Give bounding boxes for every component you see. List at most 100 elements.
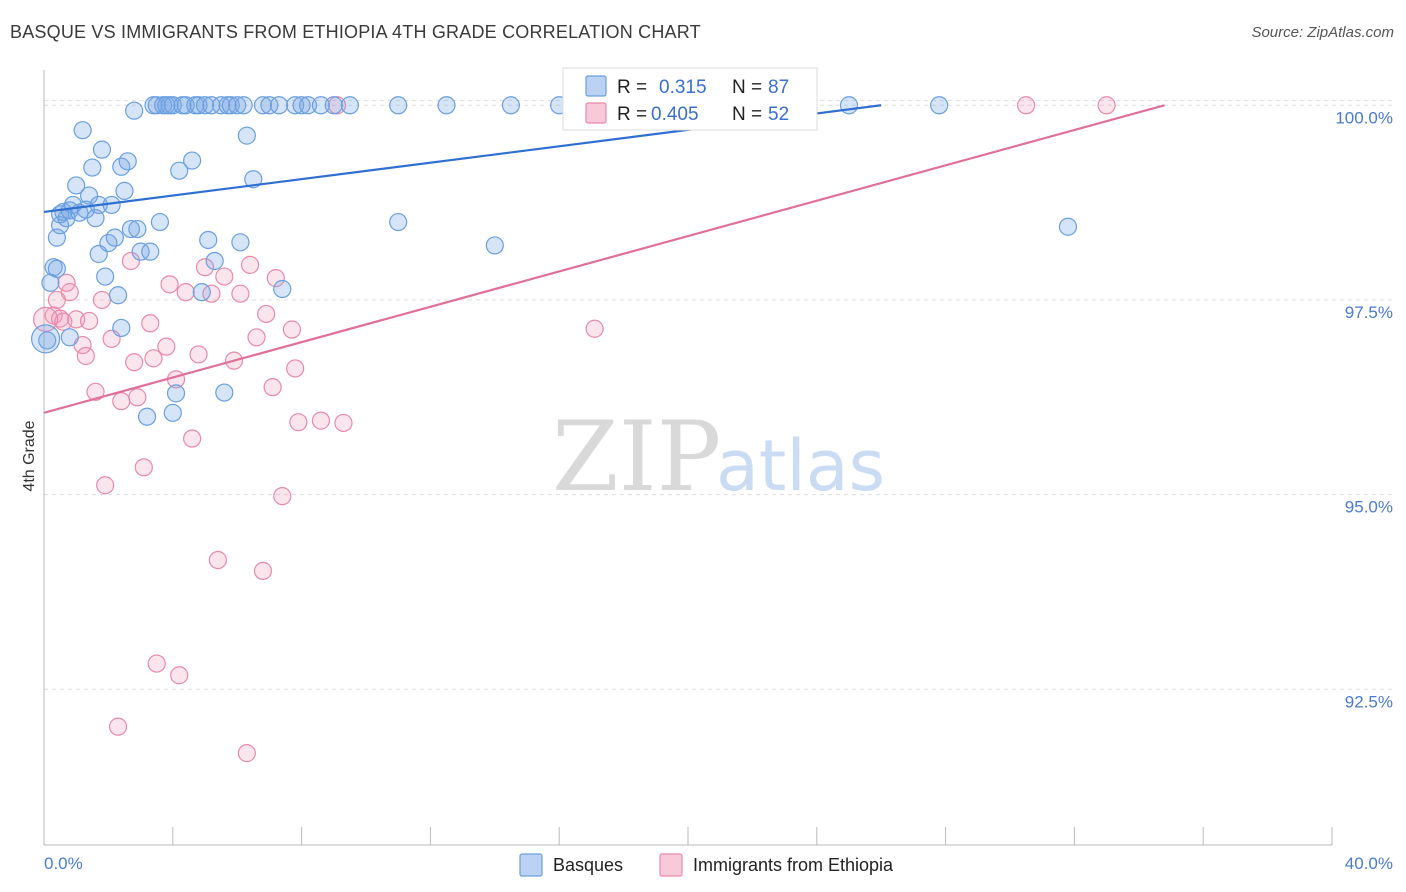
- x-tick-label-max: 40.0%: [1345, 854, 1393, 873]
- basques-point: [389, 96, 408, 115]
- ethiopia-point: [50, 309, 70, 328]
- ethiopia-point: [76, 346, 95, 366]
- basques-point: [60, 328, 79, 347]
- ethiopia-point: [144, 349, 163, 368]
- bottom-legend-label-ethiopia: Immigrants from Ethiopia: [693, 855, 894, 875]
- basques-point: [183, 151, 202, 170]
- basques-point: [1058, 217, 1078, 236]
- basques-point: [170, 161, 189, 180]
- ethiopia-point-large: [33, 306, 59, 332]
- ethiopia-point: [134, 458, 153, 477]
- x-tick-label-min: 0.0%: [44, 854, 83, 873]
- legend-r-value-basques: 0.315: [659, 77, 707, 98]
- basques-point: [205, 251, 224, 271]
- ethiopia-point: [121, 251, 141, 271]
- ethiopia-point: [195, 258, 215, 277]
- grid-lines: [44, 99, 1392, 690]
- basques-point: [141, 242, 160, 261]
- legend-n-value-ethiopia: 52: [768, 104, 789, 125]
- basques-point: [147, 96, 166, 115]
- ethiopia-point: [266, 269, 285, 288]
- ethiopia-point: [141, 314, 160, 333]
- legend-r-value-ethiopia: 0.405: [651, 104, 699, 125]
- ethiopia-point: [215, 267, 234, 286]
- chart-title: BASQUE VS IMMIGRANTS FROM ETHIOPIA 4TH G…: [10, 22, 701, 42]
- basques-point: [253, 96, 273, 115]
- basques-point: [202, 96, 221, 115]
- ethiopia-point: [125, 353, 144, 372]
- basques-point: [128, 219, 147, 239]
- bottom-legend-swatch-ethiopia: [659, 853, 683, 877]
- legend-n-label-ethiopia: N =: [732, 104, 762, 125]
- watermark-atlas: atlas: [716, 425, 885, 507]
- legend-n-label-basques: N =: [732, 77, 762, 98]
- basques-point: [121, 219, 141, 239]
- ethiopia-point: [160, 275, 179, 294]
- basques-point: [311, 96, 331, 115]
- basques-point: [163, 403, 182, 422]
- basques-point: [150, 212, 170, 232]
- y-axis-tick-labels: 92.5% 95.0% 97.5% 100.0%: [1335, 108, 1393, 711]
- basques-point: [324, 96, 343, 115]
- basques-point: [389, 212, 408, 232]
- legend-swatch-ethiopia: [585, 102, 607, 124]
- basques-point: [437, 96, 456, 115]
- basques-point: [192, 283, 211, 302]
- source-label: Source: ZipAtlas.com: [1251, 24, 1394, 41]
- basques-point: [83, 158, 102, 177]
- basques-point: [234, 96, 253, 115]
- ethiopia-point: [247, 328, 266, 347]
- basques-point: [166, 384, 186, 403]
- bottom-legend-label-basques: Basques: [553, 855, 623, 875]
- basques-point: [137, 407, 157, 426]
- ethiopia-point: [170, 666, 189, 685]
- basques-point: [298, 96, 318, 115]
- legend-r-label-ethiopia: R =: [617, 104, 647, 125]
- basques-point: [115, 181, 134, 201]
- basques-point: [237, 126, 256, 145]
- y-tick-label: 92.5%: [1345, 692, 1393, 711]
- ethiopia-point: [240, 255, 260, 274]
- ethiopia-point: [1097, 96, 1116, 115]
- basques-point: [73, 121, 92, 140]
- ethiopia-point: [311, 411, 331, 430]
- basques-point: [212, 96, 231, 115]
- basques-point: [501, 96, 520, 115]
- correlation-legend: R = 0.315 N = 87 R = 0.405 N = 52: [562, 67, 818, 131]
- basques-point: [47, 259, 66, 278]
- ethiopia-point: [263, 378, 282, 397]
- basques-point: [273, 279, 292, 299]
- basques-point: [176, 96, 195, 115]
- basques-point: [96, 267, 115, 286]
- ethiopia-point: [334, 413, 353, 433]
- ethiopia-point: [57, 273, 76, 292]
- basques-point: [340, 96, 359, 115]
- series-legend: Basques Immigrants from Ethiopia: [519, 853, 894, 877]
- ethiopia-point: [176, 283, 195, 302]
- ethiopia-trend-line: [43, 104, 1165, 414]
- ethiopia-point: [189, 345, 208, 364]
- ethiopia-point: [96, 476, 115, 495]
- basques-point: [221, 96, 240, 115]
- basques-point: [108, 286, 128, 305]
- ethiopia-point: [92, 290, 112, 310]
- basques-point: [485, 236, 504, 255]
- ethiopia-point: [286, 359, 305, 378]
- basques-point: [244, 170, 263, 189]
- basques-point: [125, 101, 144, 120]
- basques-point: [269, 96, 289, 115]
- y-tick-label: 97.5%: [1345, 303, 1393, 322]
- ethiopia-point: [86, 382, 105, 401]
- basques-point: [92, 140, 112, 159]
- legend-n-value-basques: 87: [768, 77, 789, 98]
- ethiopia-point: [208, 550, 227, 570]
- ethiopia-point: [237, 744, 256, 763]
- basques-point: [67, 176, 86, 195]
- ethiopia-point: [273, 487, 292, 506]
- ethiopia-point: [231, 284, 250, 303]
- ethiopia-point: [257, 304, 276, 324]
- y-axis-label: 4th Grade: [21, 420, 38, 491]
- ethiopia-point: [183, 429, 202, 448]
- ethiopia-point: [157, 337, 176, 356]
- basques-point: [112, 318, 131, 338]
